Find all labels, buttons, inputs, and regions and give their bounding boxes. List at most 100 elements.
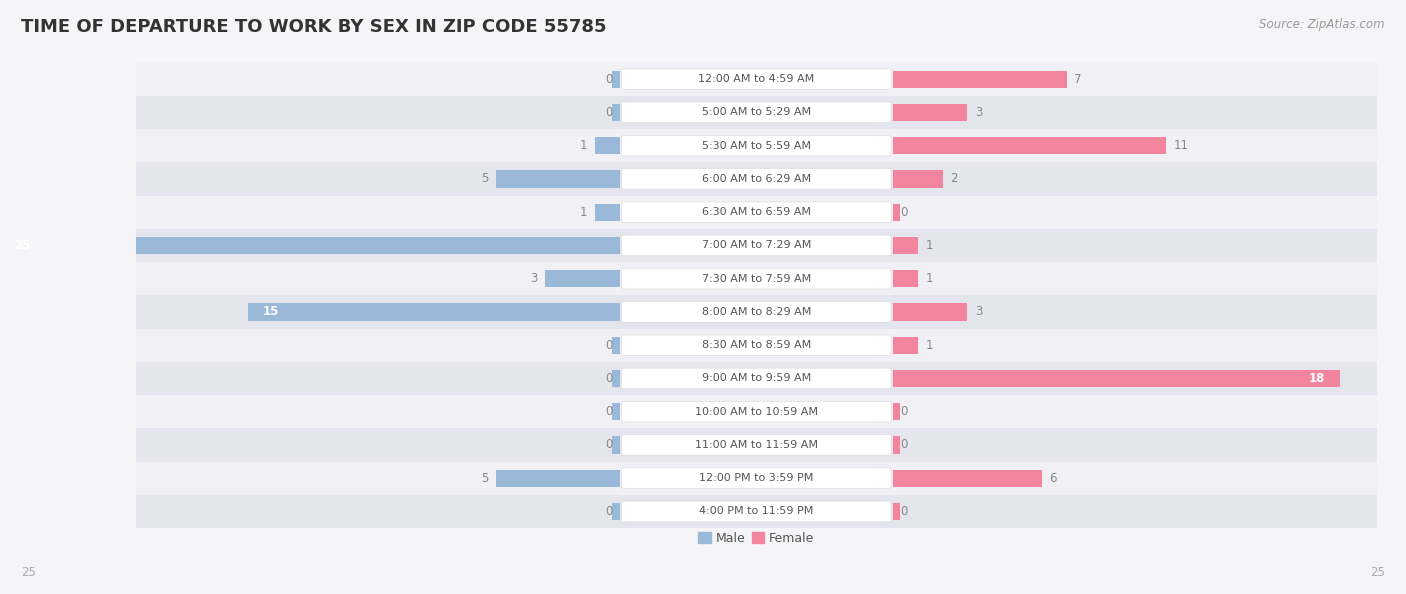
Bar [893,437,900,454]
Text: 0: 0 [605,339,613,352]
Bar [893,137,1166,154]
Text: 0: 0 [605,72,613,86]
Text: 1: 1 [925,339,932,352]
Bar [613,403,620,421]
Text: 25: 25 [21,566,37,579]
Text: 7:00 AM to 7:29 AM: 7:00 AM to 7:29 AM [702,241,811,251]
Bar [496,470,620,487]
FancyBboxPatch shape [621,102,891,123]
FancyBboxPatch shape [621,69,891,90]
Text: 3: 3 [530,272,538,285]
Bar [613,503,620,520]
Text: 9:00 AM to 9:59 AM: 9:00 AM to 9:59 AM [702,374,811,384]
Text: 8:30 AM to 8:59 AM: 8:30 AM to 8:59 AM [702,340,811,350]
Text: 5:30 AM to 5:59 AM: 5:30 AM to 5:59 AM [702,141,811,151]
Text: TIME OF DEPARTURE TO WORK BY SEX IN ZIP CODE 55785: TIME OF DEPARTURE TO WORK BY SEX IN ZIP … [21,18,606,36]
Bar [613,337,620,354]
Text: 6:00 AM to 6:29 AM: 6:00 AM to 6:29 AM [702,174,811,184]
FancyBboxPatch shape [621,501,891,522]
Bar [136,96,1376,129]
Text: 0: 0 [900,405,908,418]
Text: 12:00 PM to 3:59 PM: 12:00 PM to 3:59 PM [699,473,814,484]
Text: 25: 25 [1369,566,1385,579]
FancyBboxPatch shape [621,202,891,223]
Text: 6:30 AM to 6:59 AM: 6:30 AM to 6:59 AM [702,207,811,217]
Bar [136,362,1376,395]
Bar [893,204,900,221]
Text: 11: 11 [1174,139,1188,152]
Bar [613,71,620,88]
Text: 0: 0 [900,206,908,219]
Text: 5: 5 [481,172,488,185]
Text: 0: 0 [605,405,613,418]
Text: 12:00 AM to 4:59 AM: 12:00 AM to 4:59 AM [699,74,814,84]
Text: 1: 1 [925,239,932,252]
Bar [136,328,1376,362]
FancyBboxPatch shape [621,435,891,455]
FancyBboxPatch shape [621,135,891,156]
Bar [613,437,620,454]
Bar [136,129,1376,162]
Text: 4:00 PM to 11:59 PM: 4:00 PM to 11:59 PM [699,507,814,516]
Bar [136,395,1376,428]
Text: 0: 0 [605,372,613,385]
Bar [893,370,1340,387]
Bar [136,495,1376,528]
Bar [247,304,620,321]
Text: 18: 18 [1309,372,1324,385]
Text: 10:00 AM to 10:59 AM: 10:00 AM to 10:59 AM [695,407,818,417]
FancyBboxPatch shape [621,368,891,388]
Bar [613,370,620,387]
Bar [136,295,1376,328]
Bar [893,503,900,520]
FancyBboxPatch shape [621,235,891,256]
Bar [893,270,918,287]
FancyBboxPatch shape [621,268,891,289]
Text: Source: ZipAtlas.com: Source: ZipAtlas.com [1260,18,1385,31]
Text: 1: 1 [581,206,588,219]
Bar [595,204,620,221]
Text: 7: 7 [1074,72,1081,86]
Text: 3: 3 [974,106,983,119]
Bar [893,470,1042,487]
Bar [136,229,1376,262]
Bar [893,337,918,354]
Bar [496,170,620,188]
Text: 5:00 AM to 5:29 AM: 5:00 AM to 5:29 AM [702,108,811,118]
Bar [136,462,1376,495]
Text: 0: 0 [900,505,908,518]
Text: 0: 0 [605,505,613,518]
Text: 6: 6 [1049,472,1057,485]
Text: 2: 2 [950,172,957,185]
FancyBboxPatch shape [621,468,891,488]
Bar [893,304,967,321]
Bar [893,104,967,121]
Text: 15: 15 [263,305,278,318]
Bar [136,428,1376,462]
Bar [595,137,620,154]
Text: 0: 0 [605,438,613,451]
Text: 1: 1 [925,272,932,285]
Bar [613,104,620,121]
Text: 25: 25 [14,239,31,252]
Bar [893,170,942,188]
Bar [136,62,1376,96]
Bar [546,270,620,287]
Text: 8:00 AM to 8:29 AM: 8:00 AM to 8:29 AM [702,307,811,317]
Text: 3: 3 [974,305,983,318]
Bar [893,71,1067,88]
Text: 0: 0 [605,106,613,119]
FancyBboxPatch shape [621,335,891,355]
Text: 11:00 AM to 11:59 AM: 11:00 AM to 11:59 AM [695,440,818,450]
Bar [136,162,1376,195]
Legend: Male, Female: Male, Female [693,527,820,550]
FancyBboxPatch shape [621,169,891,189]
FancyBboxPatch shape [621,302,891,323]
Bar [893,237,918,254]
Bar [136,195,1376,229]
Bar [136,262,1376,295]
Bar [893,403,900,421]
Text: 7:30 AM to 7:59 AM: 7:30 AM to 7:59 AM [702,274,811,284]
FancyBboxPatch shape [621,402,891,422]
Text: 0: 0 [900,438,908,451]
